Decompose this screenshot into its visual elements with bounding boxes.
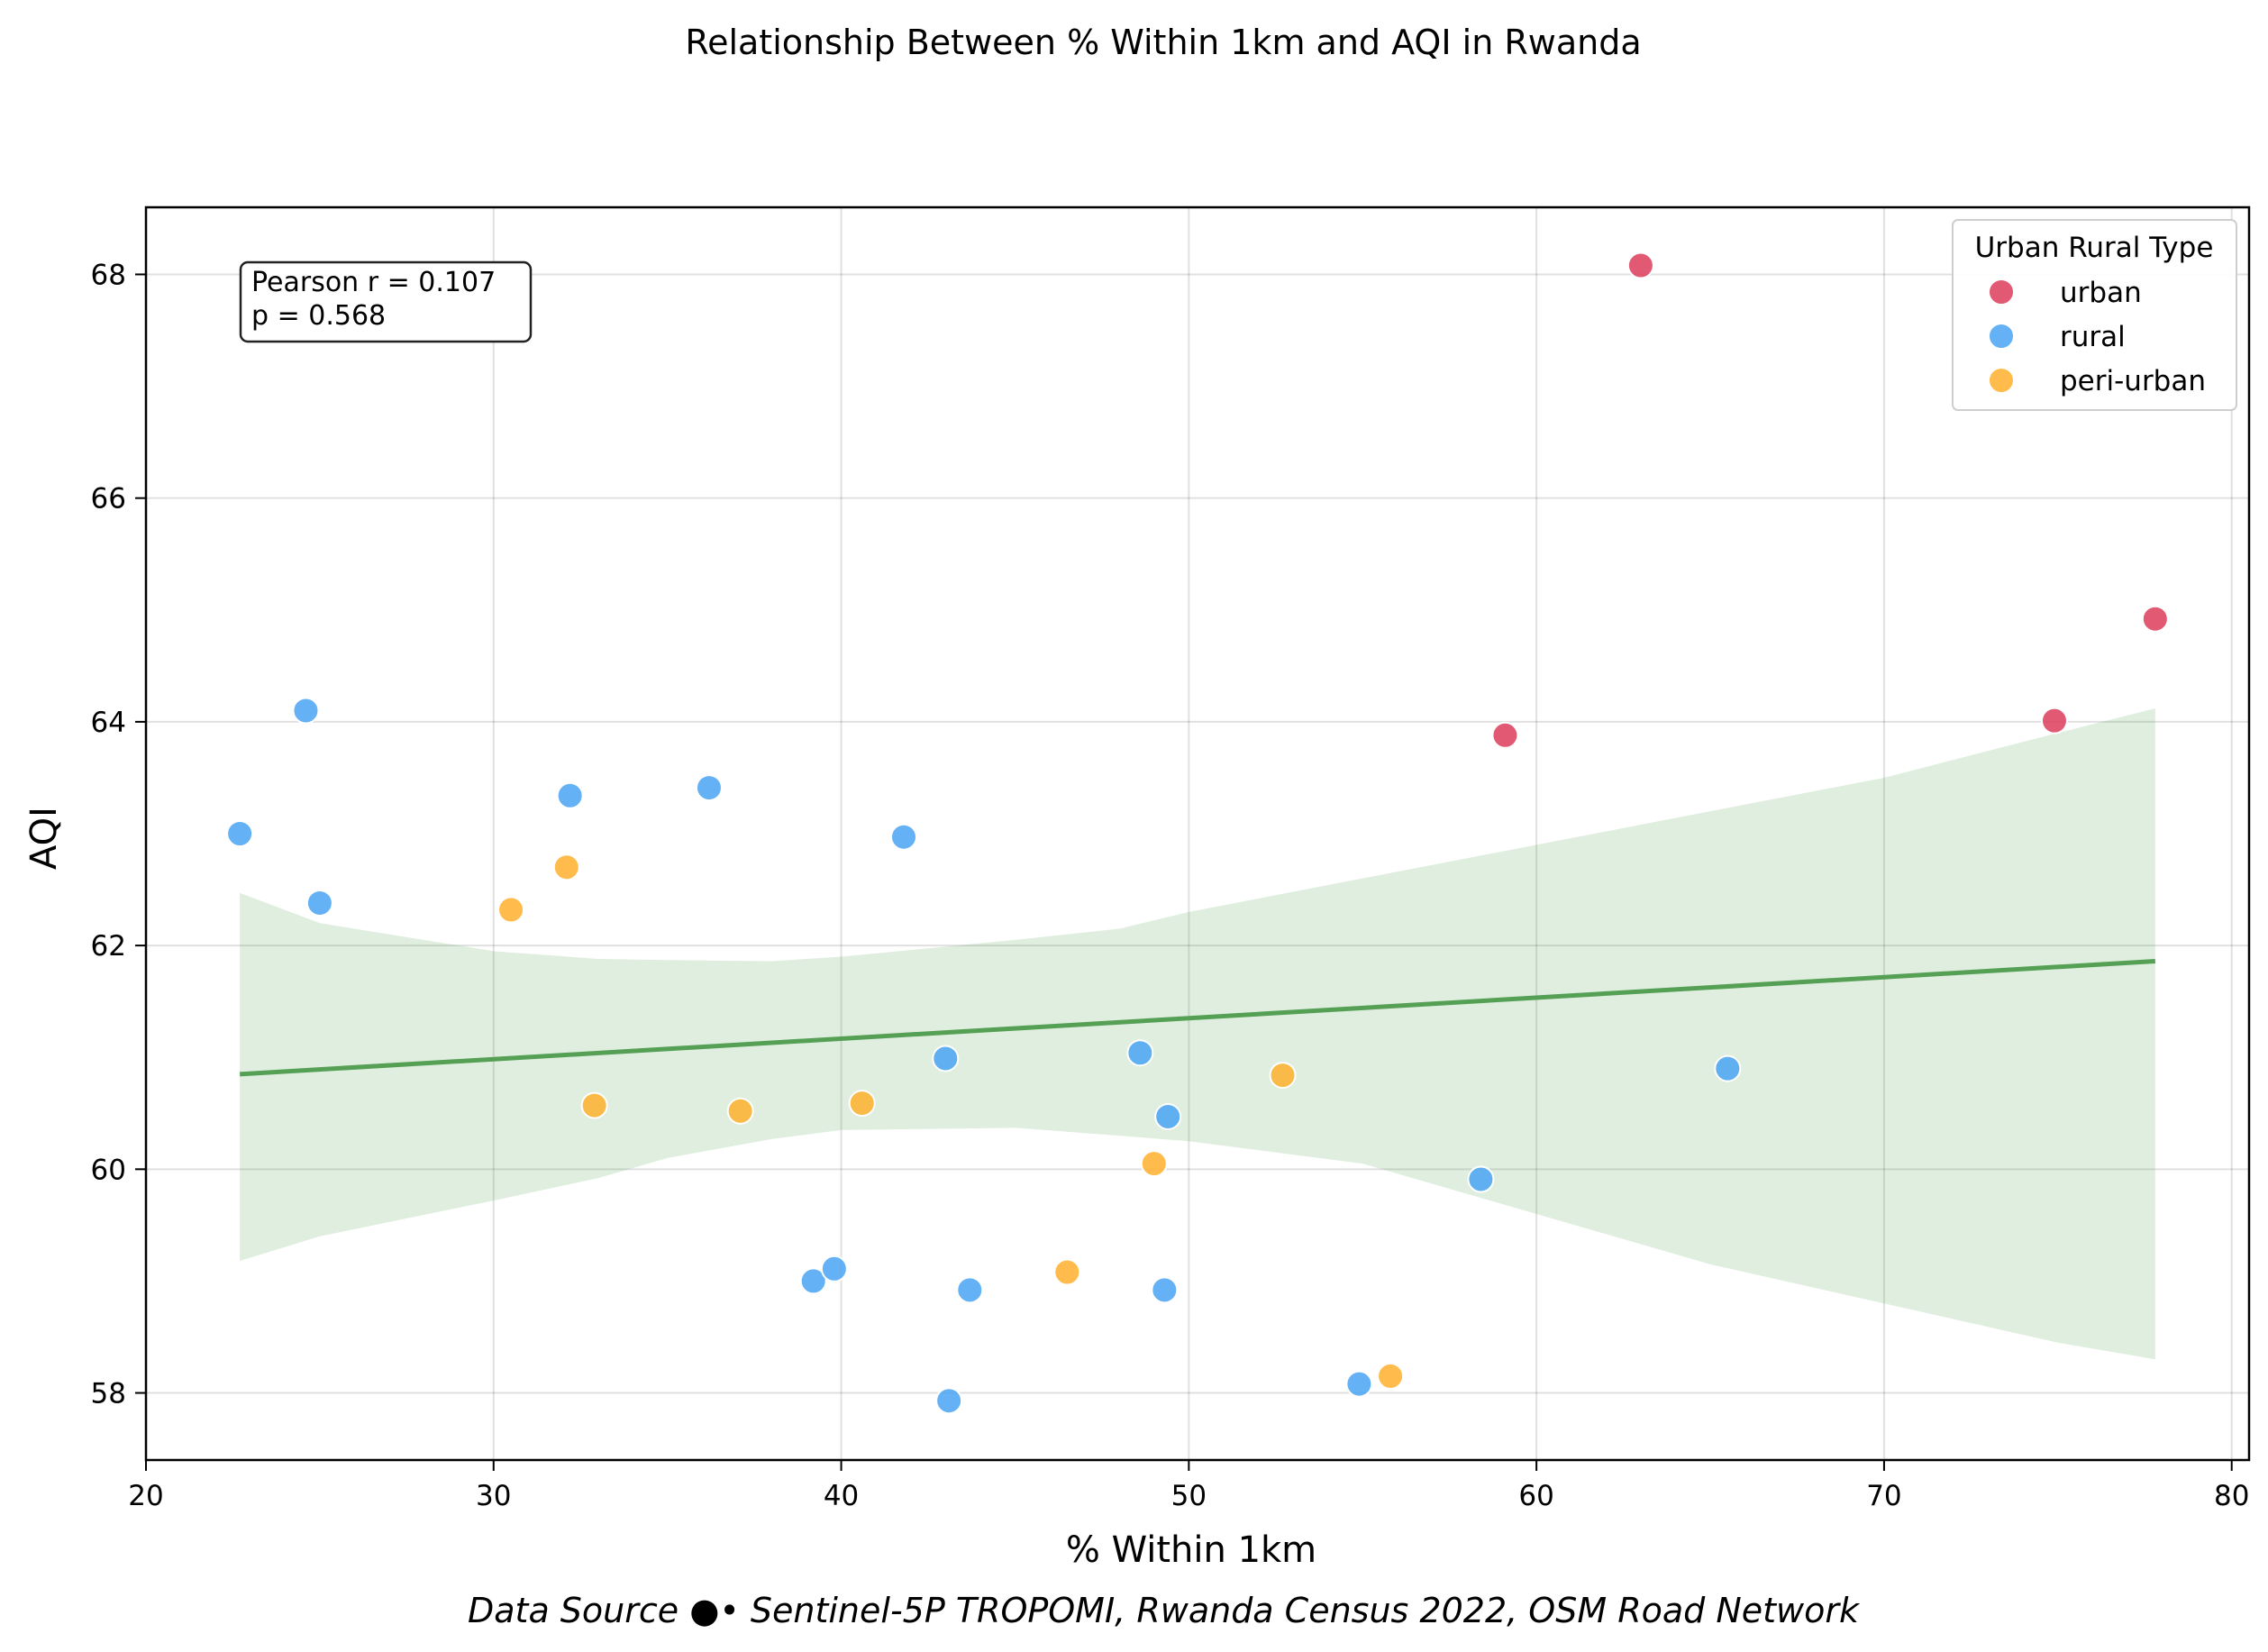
point-rural bbox=[226, 820, 254, 847]
legend-label-peri-urban: peri-urban bbox=[2060, 365, 2206, 397]
y-tick-label: 64 bbox=[91, 707, 126, 739]
y-tick-label: 58 bbox=[91, 1378, 126, 1410]
p-value-text: p = 0.568 bbox=[251, 300, 386, 332]
point-peri-urban bbox=[552, 853, 580, 881]
point-peri-urban bbox=[580, 1091, 608, 1119]
y-tick-label: 68 bbox=[91, 259, 126, 291]
legend-title: Urban Rural Type bbox=[1975, 232, 2214, 264]
point-rural bbox=[890, 823, 918, 851]
point-urban bbox=[1491, 721, 1519, 749]
scatter-points bbox=[226, 251, 2169, 1415]
stats-annotation: Pearson r = 0.107 p = 0.568 bbox=[239, 260, 533, 343]
trend-line bbox=[240, 958, 2155, 1077]
legend: Urban Rural Type urban rural peri-urban bbox=[1952, 219, 2237, 411]
legend-marker-peri-urban bbox=[1988, 367, 2015, 394]
point-rural bbox=[1714, 1054, 1742, 1082]
point-peri-urban bbox=[497, 896, 525, 924]
point-rural bbox=[932, 1045, 960, 1072]
x-axis-ticks: 20 30 40 50 60 70 80 bbox=[128, 1460, 2249, 1512]
stats-annotation-box bbox=[239, 260, 533, 343]
y-axis-label: AQI bbox=[23, 807, 65, 870]
point-rural bbox=[556, 781, 584, 809]
point-rural bbox=[1154, 1102, 1182, 1130]
point-rural bbox=[1151, 1276, 1179, 1304]
grid bbox=[145, 207, 2249, 1460]
pearson-r-text: Pearson r = 0.107 bbox=[251, 267, 496, 298]
y-axis-ticks: 58 60 62 64 66 68 bbox=[91, 259, 146, 1410]
point-peri-urban bbox=[1140, 1150, 1168, 1178]
point-peri-urban bbox=[726, 1097, 754, 1125]
x-tick-label: 40 bbox=[824, 1480, 859, 1512]
point-peri-urban bbox=[1053, 1258, 1081, 1286]
point-rural bbox=[1345, 1370, 1373, 1398]
x-tick-label: 20 bbox=[128, 1480, 163, 1512]
point-peri-urban bbox=[1377, 1362, 1405, 1390]
y-tick-label: 60 bbox=[91, 1154, 126, 1186]
x-tick-label: 50 bbox=[1171, 1480, 1207, 1512]
y-tick-label: 66 bbox=[91, 483, 126, 516]
point-rural bbox=[799, 1267, 827, 1295]
x-tick-label: 60 bbox=[1518, 1480, 1553, 1512]
point-rural bbox=[695, 774, 723, 802]
point-rural bbox=[305, 889, 333, 917]
x-axis-label: % Within 1km bbox=[1066, 1529, 1316, 1571]
point-rural bbox=[935, 1387, 963, 1415]
chart-title: Relationship Between % Within 1km and AQ… bbox=[685, 23, 1641, 62]
point-rural bbox=[1467, 1165, 1495, 1193]
legend-marker-rural bbox=[1988, 323, 2015, 350]
legend-box bbox=[1952, 219, 2237, 411]
legend-label-rural: rural bbox=[2060, 321, 2126, 353]
point-urban bbox=[1626, 251, 1654, 279]
confidence-band bbox=[240, 708, 2155, 1360]
point-peri-urban bbox=[1269, 1062, 1297, 1090]
point-rural bbox=[292, 697, 320, 725]
x-tick-label: 80 bbox=[2214, 1480, 2249, 1512]
x-tick-label: 30 bbox=[476, 1480, 511, 1512]
point-urban bbox=[2141, 605, 2169, 633]
point-urban bbox=[2040, 707, 2068, 735]
data-source-caption: Data Source ●• Sentinel-5P TROPOMI, Rwan… bbox=[468, 1591, 1861, 1630]
x-tick-label: 70 bbox=[1866, 1480, 1901, 1512]
point-rural bbox=[1126, 1039, 1154, 1067]
point-peri-urban bbox=[848, 1090, 876, 1118]
y-tick-label: 62 bbox=[91, 930, 126, 963]
point-rural bbox=[820, 1255, 848, 1282]
legend-label-urban: urban bbox=[2060, 277, 2142, 309]
point-rural bbox=[956, 1276, 984, 1304]
plot-frame bbox=[144, 205, 2251, 1462]
legend-marker-urban bbox=[1988, 278, 2015, 306]
